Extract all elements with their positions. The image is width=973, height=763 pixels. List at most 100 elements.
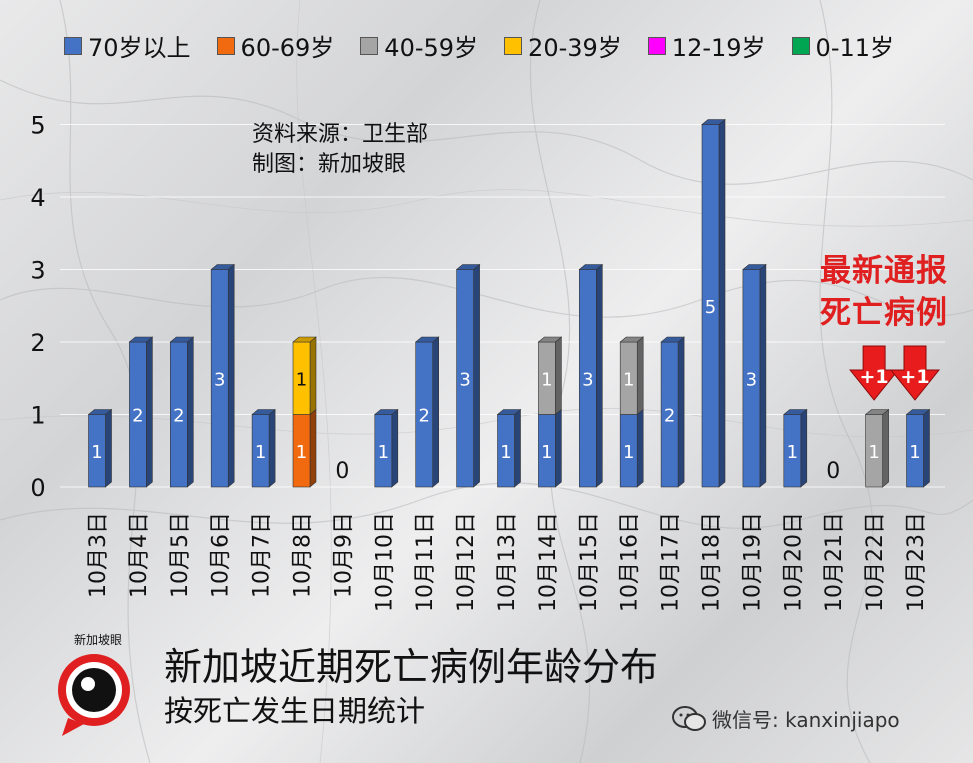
- bar-side: [146, 336, 153, 488]
- arrow-label: +1: [860, 366, 889, 388]
- bar-side: [473, 263, 480, 488]
- x-tick-label: 10月18日: [700, 512, 725, 612]
- bar-top: [660, 336, 685, 343]
- bar-side: [514, 408, 521, 488]
- bar-segment: 3: [742, 263, 767, 488]
- bar-side: [105, 408, 112, 488]
- data-label: 1: [909, 442, 920, 463]
- bar-top: [496, 409, 522, 415]
- bar-segment: 2: [415, 336, 440, 488]
- data-label: 1: [378, 442, 389, 463]
- bar-top: [701, 119, 726, 125]
- data-label: 2: [664, 406, 675, 427]
- data-label: 2: [418, 406, 429, 427]
- wechat-watermark: 微信号: kanxinjiapo: [672, 704, 900, 733]
- x-tick-label: 10月10日: [372, 512, 397, 612]
- bar-segment: 1: [497, 408, 521, 488]
- bar-side: [432, 336, 440, 488]
- x-tick-label: 10月8日: [291, 512, 316, 598]
- bar-segment: 1: [783, 408, 808, 488]
- logo-text: 新加坡眼: [74, 632, 122, 647]
- bar-top: [210, 264, 236, 270]
- bar-top: [128, 336, 154, 343]
- alert-line: 死亡病例: [820, 295, 948, 331]
- bar-side: [677, 336, 685, 488]
- bar-top: [537, 336, 563, 343]
- x-tick-label: 10月3日: [86, 512, 111, 598]
- data-label: 3: [459, 369, 470, 390]
- legend-item: 40-59岁: [360, 28, 478, 63]
- legend-swatch: [64, 36, 82, 55]
- x-tick-label: 10月12日: [454, 512, 479, 612]
- x-tick-label: 10月9日: [331, 512, 356, 598]
- x-tick-label: 10月19日: [740, 512, 765, 612]
- legend-item: 70岁以上: [64, 28, 191, 63]
- data-label: 1: [623, 369, 634, 390]
- x-tick-label: 10月21日: [822, 512, 847, 612]
- data-label: 2: [132, 406, 143, 427]
- source-line: 资料来源：卫生部: [252, 122, 429, 147]
- new-case-arrow: +1: [849, 345, 900, 401]
- legend-label: 70岁以上: [88, 34, 191, 62]
- data-label: 1: [541, 442, 552, 463]
- x-tick-label: 10月4日: [127, 512, 152, 598]
- legend-item: 0-11岁: [791, 28, 894, 63]
- x-tick-label: 10月11日: [413, 512, 438, 612]
- bar-segment: 2: [170, 336, 194, 488]
- x-tick-label: 10月5日: [168, 512, 193, 598]
- bar-side: [923, 408, 930, 488]
- latest-report-note: 最新通报 死亡病例: [820, 250, 948, 334]
- x-tick-label: 10月16日: [618, 512, 643, 612]
- data-label: 1: [500, 442, 511, 463]
- brand-logo: 新加坡眼: [58, 632, 130, 736]
- y-tick-label: 3: [30, 257, 45, 285]
- bar-side: [636, 336, 644, 416]
- bar-top: [742, 264, 767, 270]
- source-note: 资料来源：卫生部 制图：新加坡眼: [252, 120, 428, 180]
- bar-segment: 2: [129, 336, 153, 488]
- data-label: 1: [541, 369, 552, 390]
- bar-segment: 1: [619, 408, 644, 488]
- data-label: 3: [582, 369, 593, 390]
- bar-segment: 1: [538, 336, 562, 416]
- bar-top: [169, 336, 195, 343]
- bar-side: [595, 263, 603, 488]
- data-label: 1: [787, 442, 798, 463]
- bar-side: [800, 408, 808, 488]
- y-tick-label: 0: [30, 474, 45, 502]
- chart-subtitle: 按死亡发生日期统计: [164, 694, 426, 728]
- bar-segment: 1: [619, 336, 644, 416]
- legend-label: 12-19岁: [671, 34, 766, 62]
- bar-segment: 1: [292, 336, 317, 416]
- bar-side: [759, 263, 767, 488]
- bar-segment: 3: [456, 263, 480, 488]
- arrow-shape: [849, 345, 900, 401]
- bar-side: [555, 336, 562, 416]
- y-tick-label: 2: [30, 329, 45, 357]
- bar-segment: 1: [906, 408, 930, 488]
- bar-side: [391, 408, 399, 488]
- data-label: 1: [91, 442, 102, 463]
- bar-side: [718, 118, 726, 488]
- bar-top: [373, 409, 399, 415]
- data-label: 2: [173, 406, 184, 427]
- x-tick-label: 10月20日: [781, 512, 806, 612]
- data-label: 1: [868, 442, 879, 463]
- legend-swatch: [647, 36, 666, 55]
- legend-item: 20-39岁: [504, 28, 622, 63]
- zero-label: 0: [335, 459, 349, 484]
- bar-side: [268, 408, 276, 488]
- x-tick-label: 10月6日: [209, 512, 234, 598]
- y-tick-label: 4: [30, 184, 45, 212]
- x-tick-label: 10月7日: [250, 512, 275, 598]
- chart-legend: 70岁以上 60-69岁 40-59岁 20-39岁 12-19岁 0-11岁: [64, 28, 920, 63]
- data-label: 1: [623, 442, 634, 463]
- legend-swatch: [791, 36, 810, 55]
- bar-side: [555, 408, 562, 488]
- bar-segment: 1: [88, 408, 112, 488]
- data-label: 3: [214, 369, 225, 390]
- bar-top: [251, 409, 276, 415]
- arrow-shape: [889, 345, 941, 401]
- zero-label: 0: [826, 459, 840, 484]
